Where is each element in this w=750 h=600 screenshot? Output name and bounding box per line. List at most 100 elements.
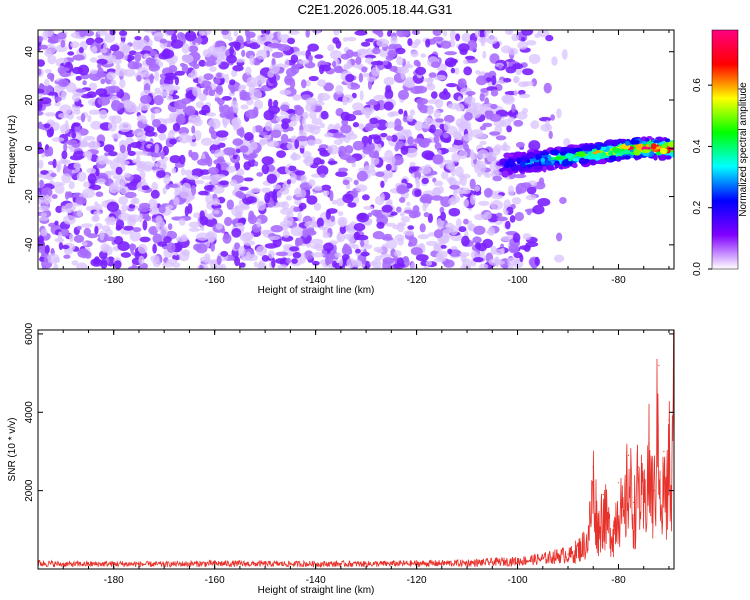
noise-cell: [556, 108, 562, 119]
noise-cell: [72, 54, 85, 61]
noise-cell: [238, 262, 246, 268]
noise-cell: [97, 30, 108, 36]
noise-cell: [231, 206, 244, 217]
noise-cell: [418, 165, 432, 175]
noise-cell: [433, 74, 447, 81]
noise-cell: [119, 160, 130, 166]
spectrogram-xtick-label: -80: [611, 275, 626, 286]
noise-cell: [472, 236, 482, 244]
noise-cell: [353, 231, 361, 241]
noise-cell: [399, 211, 405, 217]
noise-cell: [67, 51, 75, 56]
noise-cell: [320, 64, 332, 72]
noise-cell: [76, 209, 83, 217]
noise-cell: [193, 212, 202, 219]
noise-cell: [283, 215, 294, 225]
noise-cell: [301, 79, 307, 89]
noise-cell: [292, 252, 302, 259]
noise-cell: [109, 184, 119, 194]
signal-cell: [632, 139, 640, 145]
noise-cell: [239, 186, 249, 191]
noise-cell: [187, 45, 199, 53]
noise-cell: [284, 58, 290, 68]
noise-cell: [65, 208, 72, 214]
noise-cell: [377, 249, 384, 254]
noise-cell: [335, 171, 348, 177]
noise-cell: [346, 36, 357, 42]
noise-cell: [162, 163, 167, 171]
noise-cell: [383, 101, 394, 111]
noise-cell: [327, 44, 335, 52]
noise-cell: [342, 37, 348, 42]
noise-cell: [177, 182, 182, 187]
noise-cell: [44, 112, 57, 117]
noise-cell: [75, 75, 83, 81]
noise-cell: [340, 111, 351, 121]
noise-cell: [44, 194, 50, 206]
noise-cell: [141, 185, 150, 191]
noise-cell: [512, 232, 521, 243]
noise-cell: [441, 171, 449, 180]
noise-cell: [127, 181, 139, 191]
noise-cell: [232, 65, 244, 72]
noise-cell: [43, 257, 49, 262]
noise-cell: [287, 126, 294, 132]
noise-cell: [381, 204, 393, 213]
noise-cell: [455, 103, 465, 112]
noise-cell: [403, 209, 415, 214]
noise-cell: [516, 111, 528, 120]
signal-cell: [587, 144, 598, 150]
noise-cell: [438, 90, 451, 100]
noise-cell: [397, 237, 404, 246]
noise-cell: [213, 174, 226, 179]
noise-cell: [95, 88, 108, 96]
noise-cell: [199, 216, 209, 226]
noise-cell: [127, 217, 136, 226]
noise-cell: [232, 138, 244, 146]
noise-cell: [266, 140, 279, 148]
noise-cell: [483, 211, 492, 220]
noise-cell: [190, 185, 196, 196]
noise-cell: [221, 30, 229, 36]
noise-cell: [333, 139, 343, 146]
noise-cell: [311, 117, 323, 125]
noise-cell: [350, 82, 358, 87]
noise-cell: [72, 122, 81, 127]
noise-cell: [352, 140, 364, 151]
noise-cell: [443, 114, 455, 123]
noise-cell: [434, 142, 442, 150]
noise-cell: [438, 186, 444, 194]
spectrogram-ytick-label: 0: [24, 145, 35, 151]
signal-cell: [516, 157, 521, 165]
noise-cell: [96, 155, 109, 165]
noise-cell: [430, 195, 444, 201]
noise-cell: [307, 43, 320, 52]
noise-cell: [512, 63, 524, 70]
noise-cell: [165, 204, 174, 210]
noise-cell: [229, 46, 235, 56]
noise-cell: [334, 123, 341, 130]
noise-cell: [166, 258, 178, 265]
noise-cell: [530, 120, 540, 130]
noise-cell: [433, 244, 441, 252]
noise-cell: [319, 173, 326, 178]
noise-cell: [152, 243, 157, 254]
noise-cell: [343, 132, 351, 144]
noise-cell: [110, 79, 117, 86]
noise-cell: [208, 212, 215, 220]
noise-cell: [44, 244, 50, 255]
spectrogram-xtick-label: -180: [104, 275, 124, 286]
noise-cell: [446, 177, 455, 183]
noise-cell: [94, 72, 108, 78]
noise-cell: [54, 184, 65, 195]
noise-cell: [216, 72, 223, 78]
signal-cell: [595, 143, 602, 151]
snr-point: [628, 454, 630, 456]
noise-cell: [174, 70, 185, 76]
noise-cell: [114, 178, 128, 186]
noise-cell: [231, 100, 239, 109]
noise-cell: [371, 266, 384, 269]
noise-cell: [82, 80, 87, 86]
noise-cell: [132, 129, 146, 136]
noise-cell: [193, 180, 205, 185]
